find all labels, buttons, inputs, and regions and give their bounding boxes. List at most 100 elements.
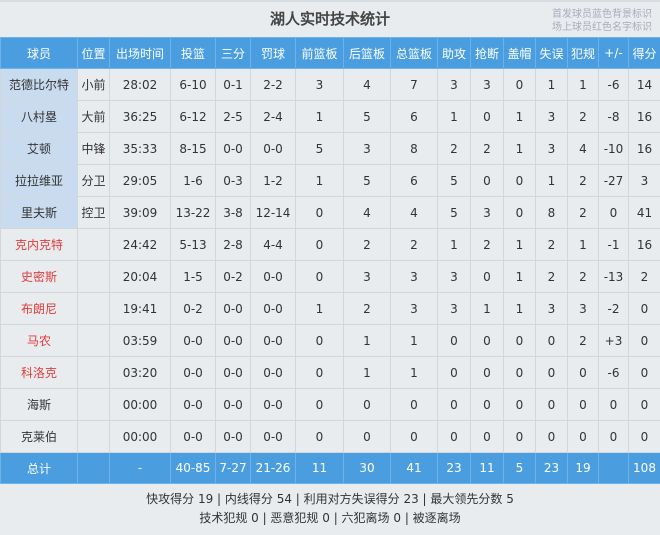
stat-cell: 0: [503, 324, 536, 357]
stat-cell: 0-2: [215, 260, 251, 293]
stat-cell: 4: [343, 196, 391, 229]
stat-cell: 0-1: [215, 68, 251, 101]
stat-cell: 0: [437, 420, 471, 453]
stat-cell: +3: [598, 324, 629, 357]
stat-cell: 1: [567, 228, 599, 261]
stat-cell: 20:04: [109, 260, 171, 293]
stat-cell: 1: [390, 324, 438, 357]
stat-cell: 6-10: [170, 68, 216, 101]
stat-cell: 2: [390, 228, 438, 261]
column-header[interactable]: +/-: [598, 37, 629, 69]
stat-cell: 0: [503, 196, 536, 229]
column-header[interactable]: 三分: [215, 37, 251, 69]
stat-cell: 0: [567, 356, 599, 389]
stat-cell: 2: [343, 292, 391, 325]
legend-note: 首发球员蓝色背景标识 场上球员红色名字标识: [552, 8, 652, 34]
stat-cell: 2: [535, 228, 568, 261]
column-header[interactable]: 罚球: [250, 37, 296, 69]
stat-cell: 0: [598, 196, 629, 229]
column-header[interactable]: 出场时间: [109, 37, 171, 69]
player-name[interactable]: 海斯: [0, 388, 78, 421]
column-header[interactable]: 球员: [0, 37, 78, 69]
column-header[interactable]: 助攻: [437, 37, 471, 69]
stat-cell: 中锋: [77, 132, 110, 165]
total-cell: 11: [295, 452, 344, 484]
player-name[interactable]: 马农: [0, 324, 78, 357]
stat-cell: 03:59: [109, 324, 171, 357]
stat-cell: 8: [390, 132, 438, 165]
stat-cell: 1: [503, 292, 536, 325]
player-name[interactable]: 范德比尔特: [0, 68, 78, 101]
column-header[interactable]: 犯规: [567, 37, 599, 69]
column-header[interactable]: 前篮板: [295, 37, 344, 69]
stat-cell: 0: [628, 324, 660, 357]
column-header[interactable]: 失误: [535, 37, 568, 69]
stat-cell: 3: [437, 68, 471, 101]
total-cell: -: [109, 452, 171, 484]
player-name[interactable]: 里夫斯: [0, 196, 78, 229]
column-header[interactable]: 盖帽: [503, 37, 536, 69]
stat-cell: 5: [343, 100, 391, 133]
stat-cell: 6: [390, 100, 438, 133]
player-name[interactable]: 科洛克: [0, 356, 78, 389]
total-cell: 41: [390, 452, 438, 484]
stat-cell: 0-0: [250, 324, 296, 357]
stat-cell: 1: [535, 164, 568, 197]
stat-cell: 0: [470, 420, 504, 453]
player-name[interactable]: 艾顿: [0, 132, 78, 165]
stat-cell: 0: [535, 388, 568, 421]
stat-cell: 4: [390, 196, 438, 229]
stat-cell: 2: [567, 164, 599, 197]
stat-cell: 0: [470, 356, 504, 389]
stat-cell: 0: [295, 420, 344, 453]
stat-cell: 00:00: [109, 388, 171, 421]
summary-footer: 快攻得分 19 | 内线得分 54 | 利用对方失误得分 23 | 最大领先分数…: [0, 484, 660, 528]
table-row: 海斯 00:00 0-0 0-0 0-0 0 0 0 0 0 0 0 0 0 0: [0, 388, 660, 421]
column-header[interactable]: 抢断: [470, 37, 504, 69]
player-name[interactable]: 布朗尼: [0, 292, 78, 325]
stat-cell: 3-8: [215, 196, 251, 229]
stat-cell: 0: [598, 388, 629, 421]
player-name[interactable]: 拉拉维亚: [0, 164, 78, 197]
column-header[interactable]: 投篮: [170, 37, 216, 69]
table-row: 范德比尔特 小前 28:02 6-10 0-1 2-2 3 4 7 3 3 0 1 1 -6 14: [0, 68, 660, 101]
stat-cell: 1-5: [170, 260, 216, 293]
player-name[interactable]: 八村塁: [0, 100, 78, 133]
stat-cell: 2: [470, 228, 504, 261]
stat-cell: 3: [470, 196, 504, 229]
total-cell: 11: [470, 452, 504, 484]
stat-cell: 0: [470, 260, 504, 293]
stat-cell: 0: [470, 388, 504, 421]
player-name[interactable]: 克内克特: [0, 228, 78, 261]
stat-cell: 小前: [77, 68, 110, 101]
stat-cell: -10: [598, 132, 629, 165]
stat-cell: 0-0: [250, 388, 296, 421]
stat-cell: 控卫: [77, 196, 110, 229]
stat-cell: 19:41: [109, 292, 171, 325]
stat-cell: [77, 324, 110, 357]
stat-cell: 1: [390, 356, 438, 389]
stat-cell: 0: [503, 420, 536, 453]
stat-cell: 0: [567, 420, 599, 453]
column-header[interactable]: 后篮板: [343, 37, 391, 69]
stat-cell: 0-0: [215, 292, 251, 325]
stat-cell: 1-6: [170, 164, 216, 197]
column-header[interactable]: 得分: [628, 37, 660, 69]
stat-cell: 1: [295, 100, 344, 133]
stat-cell: 1: [295, 164, 344, 197]
player-name[interactable]: 克莱伯: [0, 420, 78, 453]
stat-cell: 0: [567, 388, 599, 421]
stat-cell: -6: [598, 356, 629, 389]
stat-cell: 大前: [77, 100, 110, 133]
table-row: 克内克特 24:42 5-13 2-8 4-4 0 2 2 1 2 1 2 1 -1 16: [0, 228, 660, 261]
stat-cell: 0: [598, 420, 629, 453]
stat-cell: 0-0: [250, 292, 296, 325]
total-cell: 23: [535, 452, 568, 484]
stat-cell: 1: [343, 324, 391, 357]
total-cell: 108: [628, 452, 660, 484]
player-name[interactable]: 史密斯: [0, 260, 78, 293]
stat-cell: 0: [295, 196, 344, 229]
column-header[interactable]: 位置: [77, 37, 110, 69]
stat-cell: 2: [567, 260, 599, 293]
column-header[interactable]: 总篮板: [390, 37, 438, 69]
